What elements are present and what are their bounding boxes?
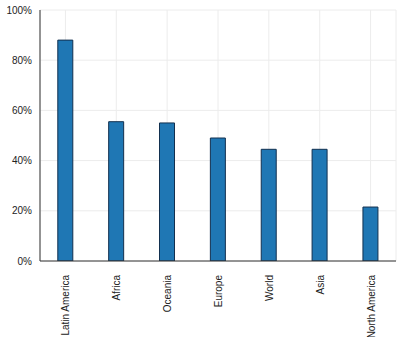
svg-text:0%: 0% bbox=[18, 256, 33, 267]
svg-text:60%: 60% bbox=[12, 105, 32, 116]
svg-text:80%: 80% bbox=[12, 55, 32, 66]
svg-text:North America: North America bbox=[366, 275, 377, 337]
svg-text:Europe: Europe bbox=[213, 275, 224, 308]
svg-text:Oceania: Oceania bbox=[162, 275, 173, 313]
svg-text:Asia: Asia bbox=[315, 275, 326, 295]
svg-text:Africa: Africa bbox=[111, 275, 122, 301]
svg-text:World: World bbox=[264, 275, 275, 301]
svg-text:100%: 100% bbox=[8, 5, 32, 16]
svg-text:Latin America: Latin America bbox=[60, 275, 71, 336]
svg-text:40%: 40% bbox=[12, 155, 32, 166]
svg-text:20%: 20% bbox=[12, 205, 32, 216]
